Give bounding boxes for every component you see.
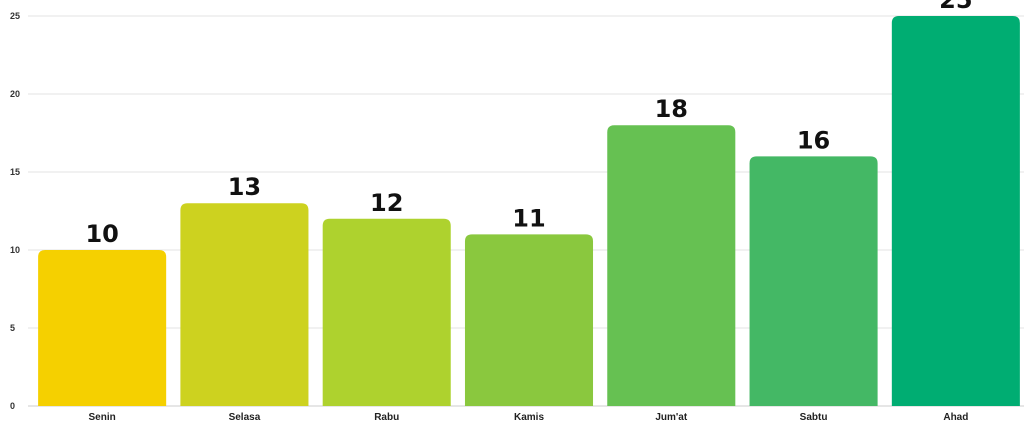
bar-kamis <box>464 234 594 406</box>
x-tick-label: Jum'at <box>655 412 688 423</box>
bar-value-label: 13 <box>228 173 261 201</box>
x-tick-label: Sabtu <box>800 412 828 423</box>
bar-value-label: 11 <box>512 204 545 232</box>
y-tick-label: 25 <box>10 11 20 21</box>
y-tick-label: 0 <box>10 401 15 411</box>
y-axis: 0 5 10 15 20 25 <box>10 11 20 411</box>
bars <box>38 16 1020 406</box>
x-tick-label: Ahad <box>943 412 968 423</box>
y-tick-label: 15 <box>10 167 20 177</box>
bar-value-label: 10 <box>85 220 118 248</box>
bar-selasa <box>180 203 309 406</box>
bar-jum-at <box>607 125 736 406</box>
x-axis: Senin Selasa Rabu Kamis Jum'at Sabtu Ahad <box>89 412 969 423</box>
x-tick-label: Rabu <box>374 412 399 423</box>
y-tick-label: 5 <box>10 323 15 333</box>
bar-value-label: 25 <box>939 0 972 14</box>
bar-value-label: 12 <box>370 189 403 217</box>
x-tick-label: Selasa <box>229 412 261 423</box>
x-tick-label: Kamis <box>514 412 544 423</box>
x-tick-label: Senin <box>89 412 116 423</box>
bar-value-label: 18 <box>655 95 688 123</box>
bar-rabu <box>322 218 451 406</box>
y-tick-label: 10 <box>10 245 20 255</box>
bar-sabtu <box>749 156 878 406</box>
y-tick-label: 20 <box>10 89 20 99</box>
bar-value-label: 16 <box>797 126 830 154</box>
bar-senin <box>38 250 167 406</box>
bar-ahad <box>891 16 1020 406</box>
value-labels: 10 13 12 11 18 16 25 <box>85 0 972 248</box>
